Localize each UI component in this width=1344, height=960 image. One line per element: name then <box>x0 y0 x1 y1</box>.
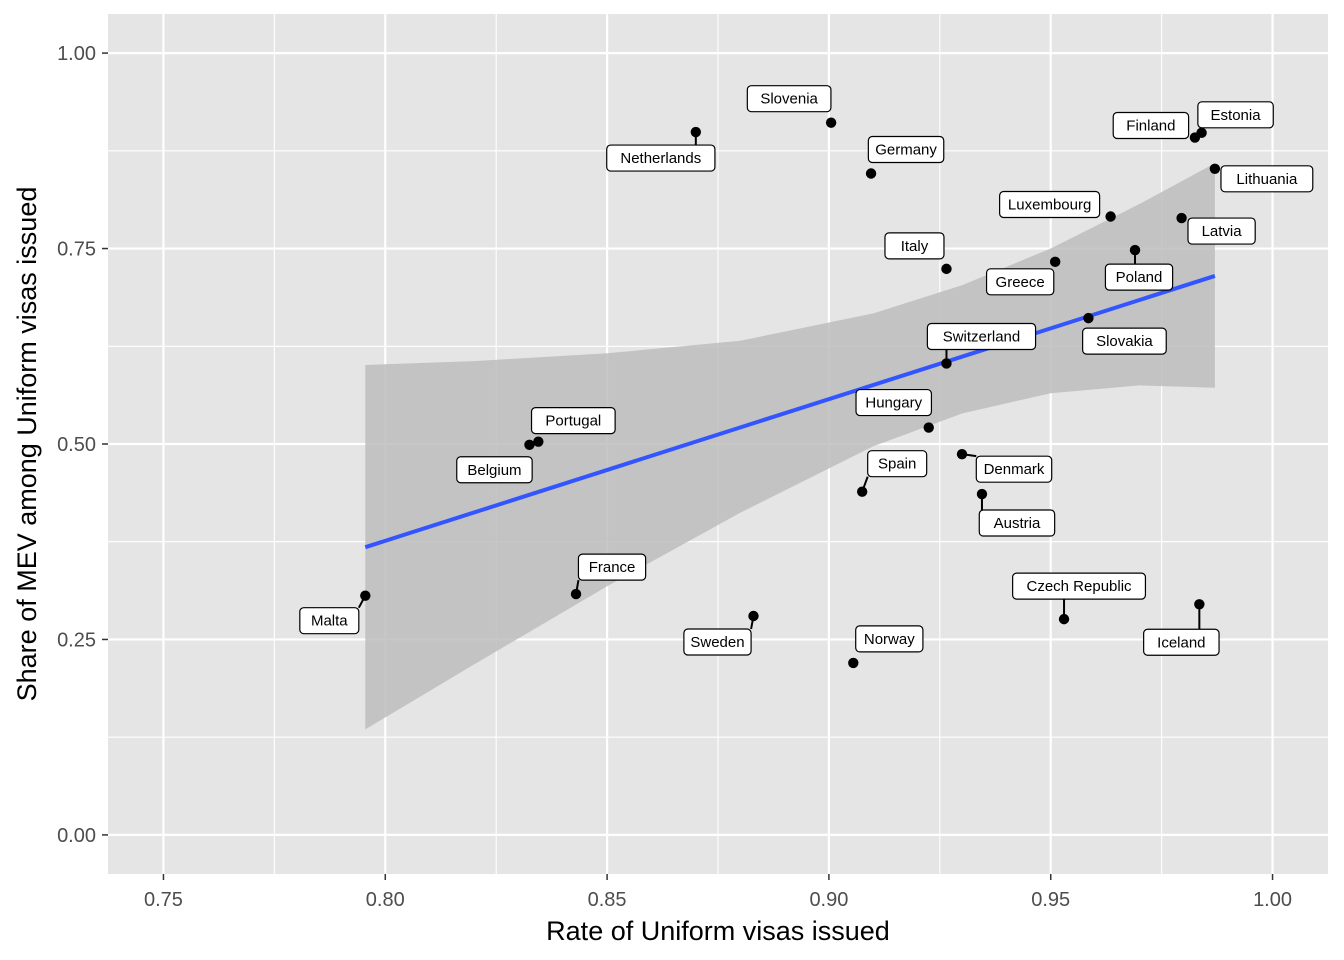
point-label-box <box>606 144 716 172</box>
point-label-box <box>1220 165 1314 193</box>
point-label-box <box>683 628 752 656</box>
point-label-box <box>884 232 945 260</box>
x-tick-label: 0.85 <box>588 889 627 911</box>
point-label: Hungary <box>865 395 922 412</box>
label-connector <box>961 453 977 458</box>
data-point <box>1196 127 1207 139</box>
point-label-box <box>577 553 647 581</box>
y-axis: 0.00 0.25 0.50 0.75 1.00 <box>57 43 108 847</box>
point-label: France <box>589 559 636 576</box>
x-tick-label: 0.80 <box>366 889 405 911</box>
point-label-box <box>1012 572 1147 600</box>
y-tick-label: 0.50 <box>57 434 96 456</box>
point-label-box <box>985 268 1055 296</box>
point-label-box <box>1082 327 1167 355</box>
point-label: Czech Republic <box>1027 578 1133 595</box>
label-connector <box>575 579 580 595</box>
point-label: Portugal <box>545 413 601 430</box>
point-label: Slovakia <box>1096 333 1153 350</box>
point-label: Austria <box>994 515 1041 532</box>
x-axis-title: Rate of Uniform visas issued <box>546 916 890 946</box>
point-label: Denmark <box>984 461 1045 478</box>
point-label-box <box>926 322 1037 351</box>
point-label-box <box>456 456 533 484</box>
y-tick-label: 0.75 <box>57 239 96 261</box>
point-label-box <box>855 388 933 417</box>
point-label: Switzerland <box>943 328 1021 345</box>
point-label: Malta <box>311 613 348 630</box>
point-label: Estonia <box>1211 107 1262 124</box>
data-point <box>524 439 535 450</box>
point-label-box <box>1197 101 1274 129</box>
point-label-box <box>1104 263 1174 291</box>
point-label-box <box>1187 217 1256 245</box>
data-point <box>941 263 952 275</box>
data-point <box>1049 256 1061 268</box>
label-connector <box>861 476 869 493</box>
point-label: Sweden <box>690 634 744 651</box>
data-point <box>865 168 877 179</box>
data-point <box>825 117 837 128</box>
x-tick-label: 1.00 <box>1253 889 1292 911</box>
data-point <box>1209 163 1221 174</box>
point-label-box <box>299 607 360 635</box>
data-point <box>1083 312 1094 324</box>
y-tick-label: 1.00 <box>57 43 96 65</box>
label-connector <box>750 615 755 630</box>
point-label: Iceland <box>1157 634 1205 651</box>
label-connector <box>357 595 367 609</box>
point-label-box <box>867 135 945 164</box>
x-tick-label: 0.95 <box>1031 889 1070 911</box>
data-point <box>848 657 859 669</box>
data-point <box>1176 212 1187 224</box>
data-point <box>1105 211 1116 222</box>
data-point <box>923 422 934 433</box>
point-label: Latvia <box>1202 223 1243 240</box>
point-label-box <box>975 455 1053 483</box>
regression-line <box>364 274 1216 550</box>
x-tick-label: 0.75 <box>144 889 183 911</box>
point-label-box <box>746 85 832 113</box>
y-tick-label: 0.25 <box>57 629 96 651</box>
point-label-box <box>1143 628 1220 656</box>
point-label-box <box>530 407 616 435</box>
point-label-box <box>855 625 924 653</box>
point-label: Spain <box>878 456 916 473</box>
point-label: Slovenia <box>760 91 818 108</box>
point-label-box <box>999 190 1101 219</box>
point-label-box <box>867 450 928 478</box>
point-label: Italy <box>901 238 929 255</box>
point-labels-layer: Malta Belgium Portugal France Netherlands Swe… <box>299 85 1314 656</box>
point-label-box <box>1112 111 1190 140</box>
point-label: Germany <box>875 141 937 158</box>
point-label: Finland <box>1126 118 1175 135</box>
point-label: Netherlands <box>620 150 701 167</box>
point-label: Belgium <box>467 462 521 479</box>
point-label: Norway <box>864 631 915 648</box>
point-label-box <box>978 509 1056 537</box>
point-label: Luxembourg <box>1008 196 1091 213</box>
point-label: Lithuania <box>1236 171 1298 188</box>
y-axis-title: Share of MEV among Uniform visas issued <box>12 187 42 702</box>
y-tick-label: 0.00 <box>57 825 96 847</box>
data-point <box>533 436 544 447</box>
fit-line-layer <box>364 274 1216 550</box>
point-label: Poland <box>1116 269 1163 286</box>
point-label: Greece <box>996 274 1045 291</box>
x-axis: 0.75 0.80 0.85 0.90 0.95 1.00 <box>144 874 1292 911</box>
x-tick-label: 0.90 <box>809 889 848 911</box>
